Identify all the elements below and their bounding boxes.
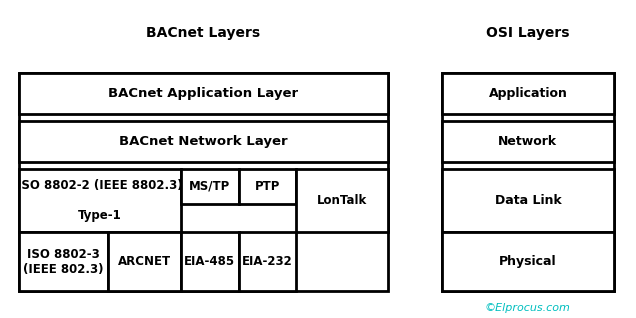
FancyBboxPatch shape [181,169,238,204]
Text: BACnet Layers: BACnet Layers [146,26,261,40]
Text: EIA-232: EIA-232 [242,255,293,268]
FancyBboxPatch shape [442,121,614,162]
FancyBboxPatch shape [19,121,388,162]
Text: BACnet Application Layer: BACnet Application Layer [109,87,298,100]
FancyBboxPatch shape [296,169,388,232]
Text: LonTalk: LonTalk [317,194,367,207]
FancyBboxPatch shape [19,232,108,291]
Text: EIA-485: EIA-485 [184,255,235,268]
Text: BACnet Network Layer: BACnet Network Layer [119,135,288,148]
FancyBboxPatch shape [442,73,614,114]
Text: MS/TP: MS/TP [190,180,230,192]
Text: Application: Application [488,87,567,100]
Text: Data Link: Data Link [495,194,561,207]
FancyBboxPatch shape [442,73,614,291]
Text: ISO 8802-3
(IEEE 802.3): ISO 8802-3 (IEEE 802.3) [24,247,104,276]
Text: Network: Network [499,135,557,148]
FancyBboxPatch shape [238,232,296,291]
FancyBboxPatch shape [442,232,614,291]
FancyBboxPatch shape [238,169,296,204]
FancyBboxPatch shape [19,73,388,291]
FancyBboxPatch shape [442,169,614,232]
FancyBboxPatch shape [19,169,181,232]
Text: Physical: Physical [499,255,556,268]
FancyBboxPatch shape [181,232,238,291]
Text: OSI Layers: OSI Layers [486,26,570,40]
Text: ARCNET: ARCNET [118,255,171,268]
Text: ISO 8802-2 (IEEE 8802.3)

Type-1: ISO 8802-2 (IEEE 8802.3) Type-1 [17,179,183,222]
FancyBboxPatch shape [108,232,181,291]
Text: ©Elprocus.com: ©Elprocus.com [485,303,571,314]
FancyBboxPatch shape [19,73,388,114]
Text: PTP: PTP [254,180,280,192]
